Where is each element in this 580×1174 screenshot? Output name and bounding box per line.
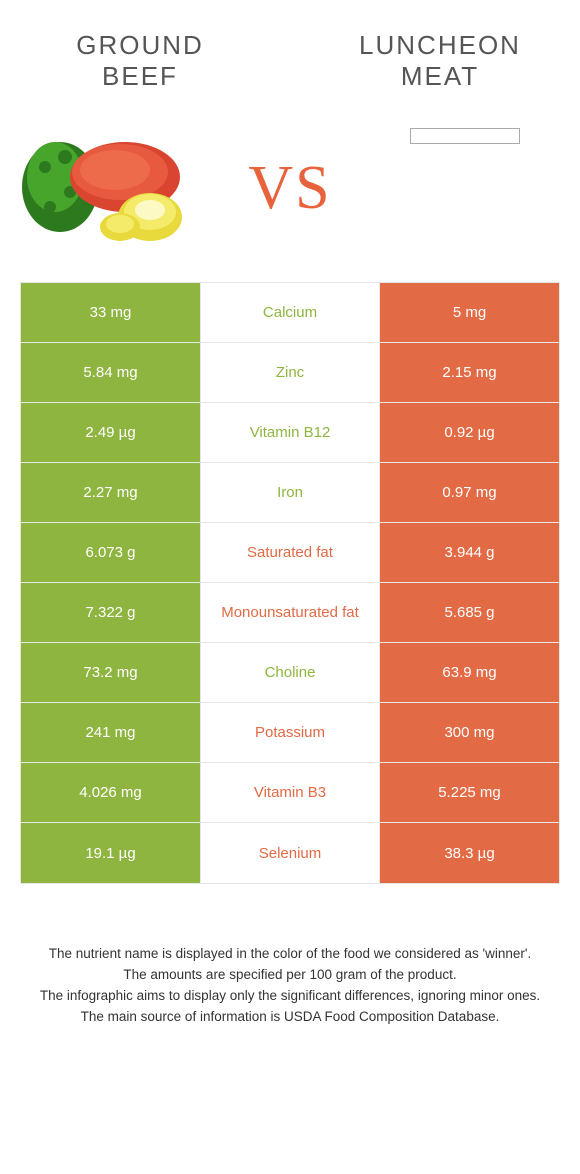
left-food-title: GROUND BEEF xyxy=(40,30,240,92)
left-title-line2: BEEF xyxy=(102,61,178,91)
left-value: 6.073 g xyxy=(21,523,201,582)
left-title-line1: GROUND xyxy=(76,30,204,60)
left-value: 4.026 mg xyxy=(21,763,201,822)
footer-notes: The nutrient name is displayed in the co… xyxy=(0,884,580,1028)
right-value: 0.97 mg xyxy=(379,463,559,522)
footer-line-4: The main source of information is USDA F… xyxy=(30,1007,550,1028)
table-row: 4.026 mgVitamin B35.225 mg xyxy=(21,763,559,823)
images-row: VS xyxy=(0,102,580,282)
right-value: 38.3 µg xyxy=(379,823,559,883)
table-row: 5.84 mgZinc2.15 mg xyxy=(21,343,559,403)
right-value: 300 mg xyxy=(379,703,559,762)
nutrient-label: Zinc xyxy=(201,343,379,402)
right-title-line2: MEAT xyxy=(401,61,479,91)
right-value: 2.15 mg xyxy=(379,343,559,402)
vs-label: VS xyxy=(248,153,331,224)
nutrient-label: Calcium xyxy=(201,283,379,342)
left-value: 73.2 mg xyxy=(21,643,201,702)
table-row: 19.1 µgSelenium38.3 µg xyxy=(21,823,559,883)
right-value: 5.685 g xyxy=(379,583,559,642)
nutrient-table: 33 mgCalcium5 mg5.84 mgZinc2.15 mg2.49 µ… xyxy=(20,282,560,884)
right-value: 63.9 mg xyxy=(379,643,559,702)
right-value: 5.225 mg xyxy=(379,763,559,822)
table-row: 33 mgCalcium5 mg xyxy=(21,283,559,343)
footer-line-1: The nutrient name is displayed in the co… xyxy=(30,944,550,965)
left-value: 33 mg xyxy=(21,283,201,342)
table-row: 2.27 mgIron0.97 mg xyxy=(21,463,559,523)
left-value: 19.1 µg xyxy=(21,823,201,883)
nutrient-label: Monounsaturated fat xyxy=(201,583,379,642)
ground-beef-image xyxy=(20,122,210,252)
right-value: 0.92 µg xyxy=(379,403,559,462)
nutrient-label: Potassium xyxy=(201,703,379,762)
image-placeholder-icon xyxy=(410,128,520,144)
table-row: 7.322 gMonounsaturated fat5.685 g xyxy=(21,583,559,643)
left-value: 2.27 mg xyxy=(21,463,201,522)
header: GROUND BEEF LUNCHEON MEAT xyxy=(0,0,580,102)
table-row: 6.073 gSaturated fat3.944 g xyxy=(21,523,559,583)
footer-line-2: The amounts are specified per 100 gram o… xyxy=(30,965,550,986)
nutrient-label: Vitamin B12 xyxy=(201,403,379,462)
left-value: 5.84 mg xyxy=(21,343,201,402)
left-value: 2.49 µg xyxy=(21,403,201,462)
nutrient-label: Vitamin B3 xyxy=(201,763,379,822)
table-row: 2.49 µgVitamin B120.92 µg xyxy=(21,403,559,463)
nutrient-label: Iron xyxy=(201,463,379,522)
table-row: 73.2 mgCholine63.9 mg xyxy=(21,643,559,703)
nutrient-label: Saturated fat xyxy=(201,523,379,582)
footer-line-3: The infographic aims to display only the… xyxy=(30,986,550,1007)
luncheon-meat-image xyxy=(370,122,560,252)
table-row: 241 mgPotassium300 mg xyxy=(21,703,559,763)
right-value: 5 mg xyxy=(379,283,559,342)
nutrient-label: Selenium xyxy=(201,823,379,883)
left-value: 7.322 g xyxy=(21,583,201,642)
right-food-title: LUNCHEON MEAT xyxy=(340,30,540,92)
nutrient-label: Choline xyxy=(201,643,379,702)
right-value: 3.944 g xyxy=(379,523,559,582)
left-value: 241 mg xyxy=(21,703,201,762)
right-title-line1: LUNCHEON xyxy=(359,30,521,60)
